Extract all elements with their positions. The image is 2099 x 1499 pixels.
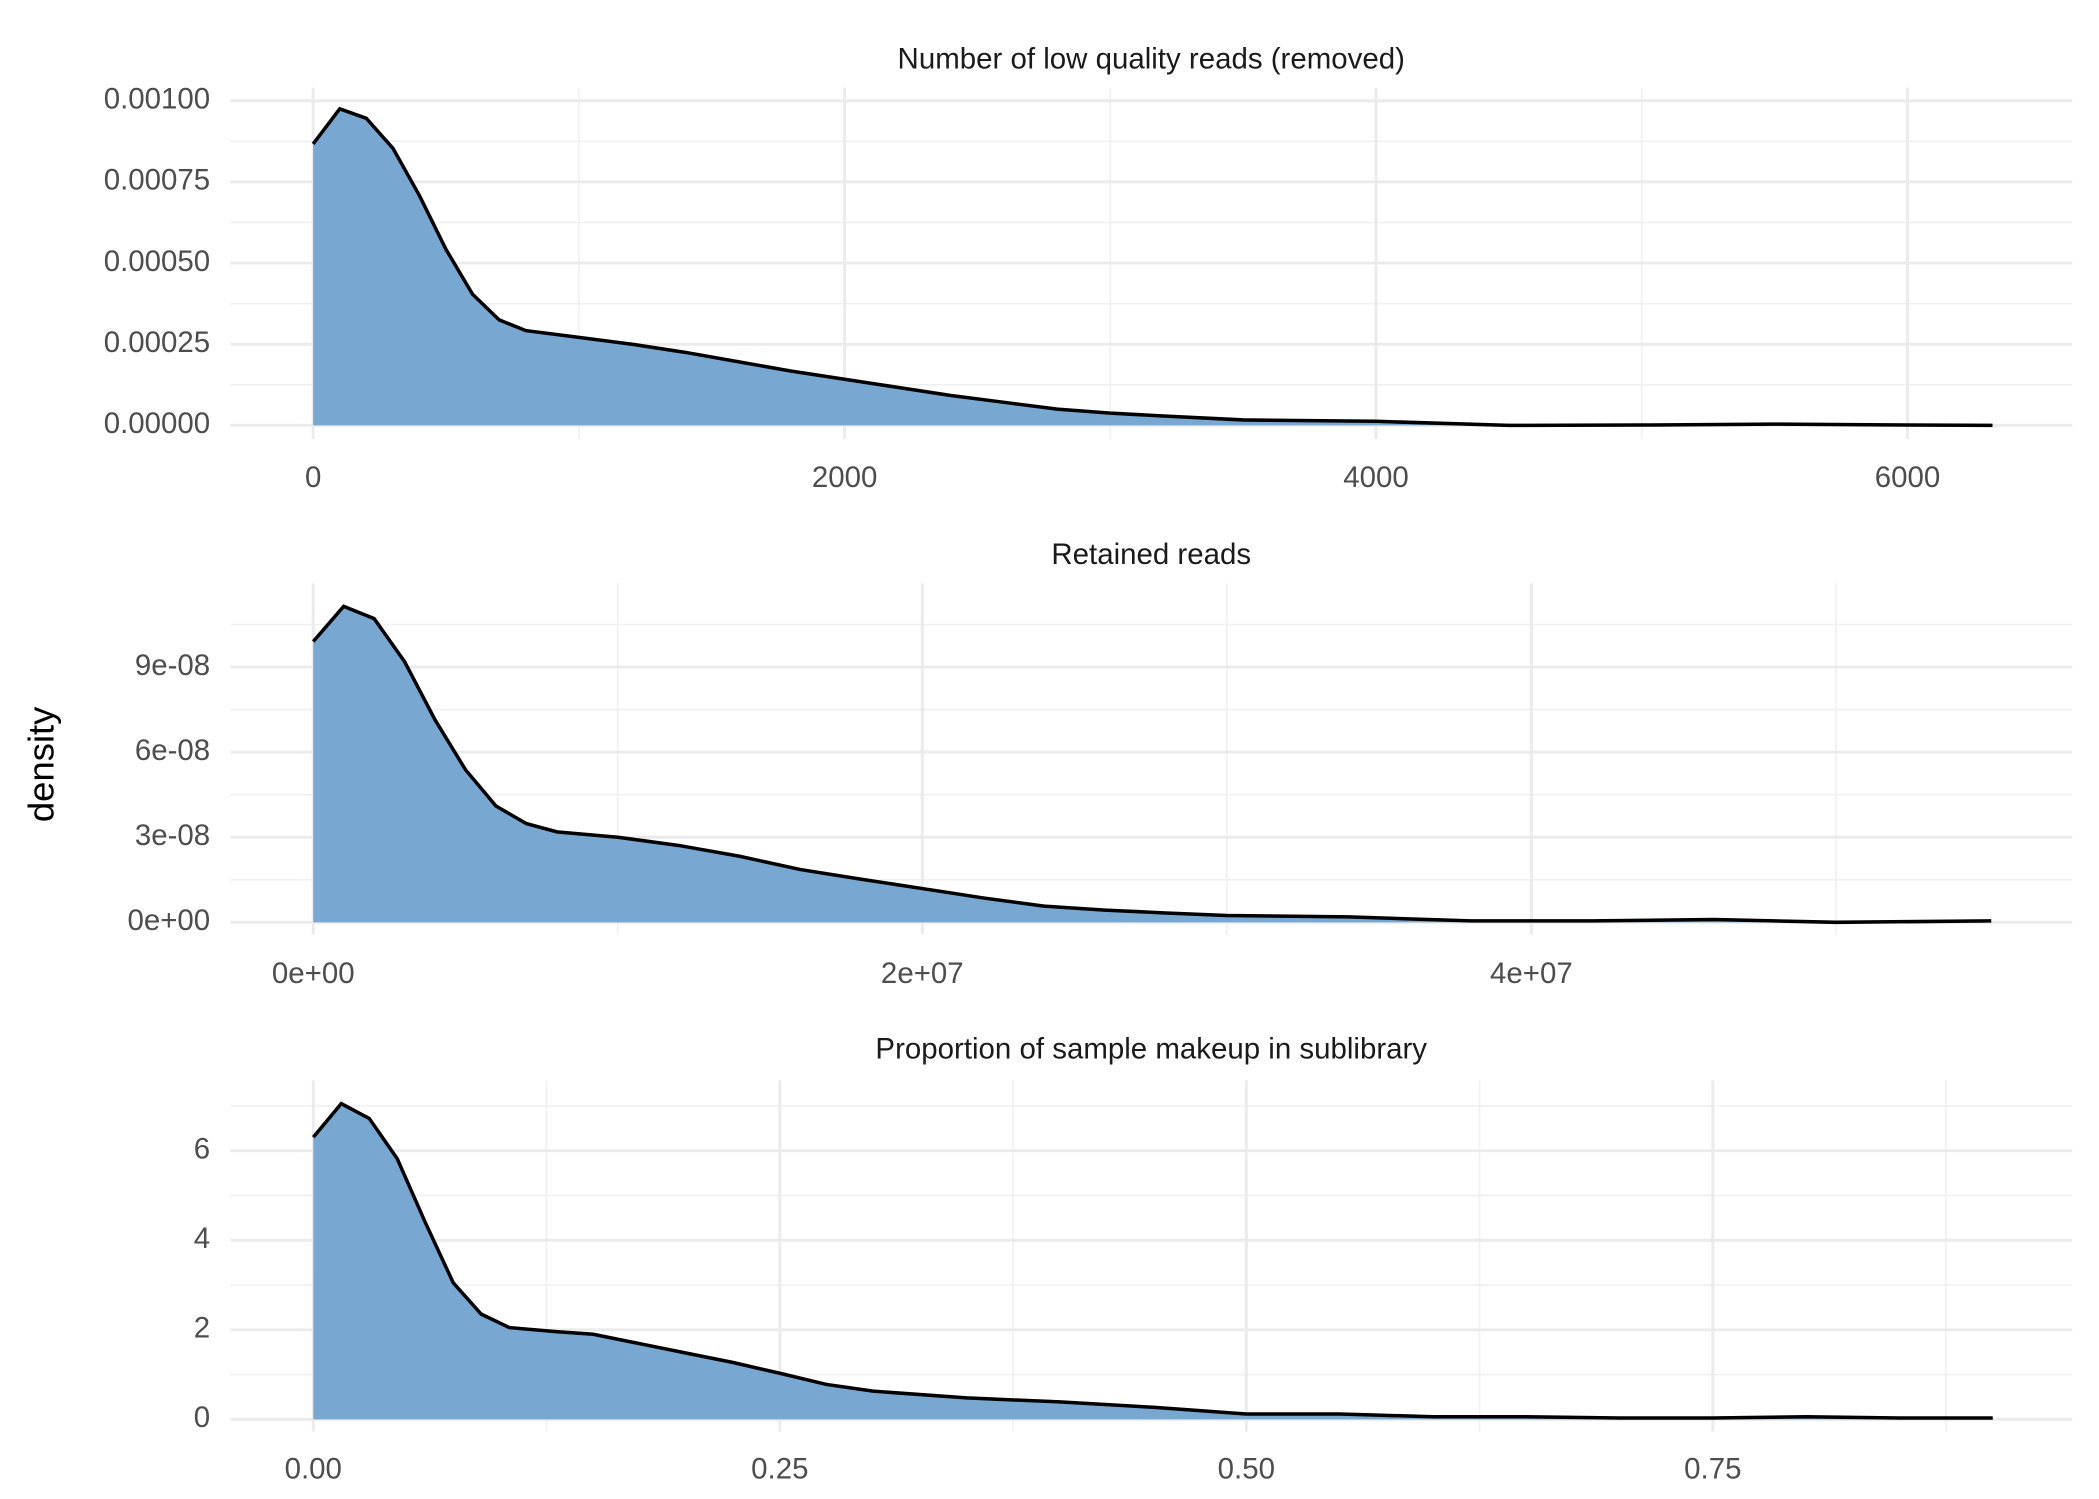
x-tick-label: 0e+00 bbox=[272, 957, 355, 990]
y-tick-label: 0.00075 bbox=[104, 164, 210, 197]
x-tick-label: 4e+07 bbox=[1490, 957, 1573, 990]
y-tick-label: 3e-08 bbox=[135, 819, 210, 852]
panel-title: Number of low quality reads (removed) bbox=[898, 43, 1405, 76]
density-line bbox=[311, 106, 1993, 428]
y-tick-label: 2 bbox=[194, 1312, 210, 1345]
x-tick-label: 2e+07 bbox=[881, 957, 964, 990]
y-tick-label: 6 bbox=[194, 1132, 210, 1165]
x-tick-label: 0.50 bbox=[1218, 1452, 1275, 1485]
panel-title: Proportion of sample makeup in sublibrar… bbox=[875, 1032, 1427, 1065]
x-tick-label: 6000 bbox=[1875, 461, 1941, 494]
x-tick-label: 2000 bbox=[812, 461, 878, 494]
y-tick-label: 9e-08 bbox=[135, 649, 210, 682]
density-line bbox=[311, 604, 1992, 925]
x-tick-label: 0.25 bbox=[751, 1452, 808, 1485]
y-tick-label: 0e+00 bbox=[127, 904, 210, 937]
y-axis-label: density bbox=[21, 706, 62, 822]
x-tick-label: 4000 bbox=[1343, 461, 1409, 494]
y-tick-label: 0 bbox=[194, 1401, 210, 1434]
area-fill bbox=[313, 108, 1993, 426]
y-tick-label: 4 bbox=[194, 1222, 210, 1255]
y-tick-label: 0.00025 bbox=[104, 326, 210, 359]
x-tick-label: 0.00 bbox=[285, 1452, 342, 1485]
y-tick-label: 0.00000 bbox=[104, 407, 210, 440]
x-tick-label: 0.75 bbox=[1684, 1452, 1741, 1485]
y-tick-label: 0.00050 bbox=[104, 245, 210, 278]
x-tick-label: 0 bbox=[305, 461, 321, 494]
density-line bbox=[311, 1101, 1993, 1420]
area-fill bbox=[313, 1103, 1993, 1420]
y-tick-label: 0.00100 bbox=[104, 82, 210, 115]
y-tick-label: 6e-08 bbox=[135, 734, 210, 767]
area-fill bbox=[313, 606, 1992, 923]
panel-title: Retained reads bbox=[1051, 538, 1251, 571]
